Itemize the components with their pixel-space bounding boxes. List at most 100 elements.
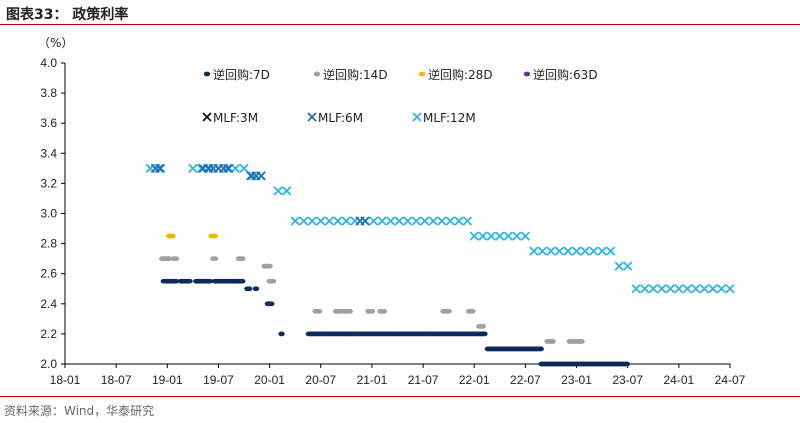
data-point-mlf12 [437, 216, 447, 226]
data-point-mlf6 [155, 163, 166, 173]
data-point-mlf12 [239, 163, 249, 173]
data-point-mlf12 [307, 216, 317, 226]
data-point-mlf12 [299, 216, 309, 226]
legend-label-rr28: 逆回购:28D [428, 67, 493, 82]
legend-marker-rr14 [313, 71, 321, 77]
data-point-mlf12 [411, 216, 421, 226]
x-tick-label: 20-07 [305, 373, 336, 387]
data-point-mlf12 [403, 216, 413, 226]
legend-marker-rr7 [203, 71, 211, 77]
data-point-mlf12 [230, 163, 241, 173]
data-point-mlf12 [648, 284, 658, 294]
x-tick-label: 23-07 [612, 373, 643, 387]
data-point-rr7 [623, 361, 631, 367]
legend-label-rr14: 逆回购:14D [323, 67, 388, 82]
data-point-mlf12 [462, 216, 473, 226]
legend-label-mlf6: MLF:6M [318, 111, 363, 125]
y-tick-label: 3.8 [40, 86, 57, 100]
legend-marker-rr63 [523, 71, 531, 77]
legend-marker-mlf6 [307, 112, 317, 122]
legend-label-rr7: 逆回购:7D [213, 67, 270, 82]
data-point-mlf12 [386, 216, 396, 226]
data-point-mlf12 [428, 216, 438, 226]
data-point-mlf12 [196, 163, 207, 173]
data-point-rr14 [445, 308, 452, 314]
y-tick-label: 4.0 [40, 56, 57, 70]
x-tick-label: 24-01 [663, 373, 694, 387]
data-point-mlf12 [333, 216, 343, 226]
data-point-rr28 [211, 233, 219, 239]
data-point-mlf12 [469, 231, 479, 241]
data-point-mlf12 [273, 186, 283, 196]
data-point-mlf12 [571, 246, 582, 256]
data-point-mlf12 [247, 171, 258, 181]
y-tick-label: 2.0 [40, 357, 57, 371]
data-point-mlf12 [290, 216, 300, 226]
data-point-mlf12 [341, 216, 351, 226]
y-tick-label: 3.2 [40, 176, 57, 190]
data-point-rr14 [346, 308, 353, 314]
data-point-mlf12 [503, 231, 513, 241]
x-tick-label: 24-07 [715, 373, 746, 387]
x-tick-label: 19-01 [152, 373, 183, 387]
data-point-rr7 [278, 331, 285, 337]
data-point-rr7 [245, 286, 253, 292]
data-point-rr14 [269, 278, 277, 284]
data-point-mlf12 [606, 246, 616, 256]
y-tick-label: 2.6 [40, 267, 57, 281]
data-point-rr14 [578, 339, 585, 344]
data-point-rr7 [481, 331, 488, 337]
data-point-mlf12 [657, 284, 667, 294]
x-tick-label: 21-07 [408, 373, 439, 387]
data-point-mlf12 [665, 284, 675, 294]
data-point-mlf12 [691, 284, 701, 294]
data-point-rr7 [537, 346, 544, 352]
data-point-mlf12 [546, 246, 556, 256]
data-point-mlf12 [154, 163, 164, 173]
data-point-mlf12 [563, 246, 573, 256]
x-tick-label: 18-07 [101, 373, 132, 387]
x-tick-label: 19-07 [203, 373, 234, 387]
data-point-rr14 [549, 339, 556, 344]
data-point-rr14 [266, 263, 273, 269]
data-point-mlf12 [614, 261, 624, 271]
data-point-rr7 [268, 301, 275, 307]
data-point-rr7 [172, 278, 180, 284]
chart-title: 图表33： 政策利率 [6, 7, 129, 23]
x-tick-label: 21-01 [357, 373, 388, 387]
data-point-rr14 [165, 256, 173, 262]
data-point-mlf12 [188, 163, 198, 173]
legend-label-rr63: 逆回购:63D [533, 67, 598, 82]
data-point-mlf12 [674, 284, 684, 294]
data-point-mlf12 [486, 231, 496, 241]
data-point-mlf12 [588, 246, 599, 256]
data-point-rr14 [368, 308, 376, 314]
title-divider [0, 24, 800, 25]
x-tick-label: 20-01 [254, 373, 285, 387]
data-point-mlf6 [256, 171, 266, 181]
data-point-rr7 [186, 278, 193, 284]
data-point-mlf12 [554, 246, 565, 256]
legend-label-mlf3: MLF:3M [213, 111, 258, 125]
data-point-mlf12 [682, 284, 693, 294]
data-point-rr7 [252, 286, 260, 292]
y-tick-label: 3.0 [40, 207, 57, 221]
data-point-mlf12 [454, 216, 464, 226]
data-point-rr14 [380, 308, 388, 314]
legend-marker-mlf12 [412, 112, 422, 122]
x-tick-label: 22-01 [459, 373, 490, 387]
data-point-mlf12 [324, 216, 334, 226]
source-note: 资料来源：Wind，华泰研究 [4, 404, 155, 418]
data-point-mlf12 [316, 216, 326, 226]
data-point-mlf12 [478, 231, 488, 241]
y-tick-label: 2.8 [40, 237, 57, 251]
data-point-rr14 [469, 308, 476, 314]
data-point-mlf12 [222, 163, 232, 173]
data-point-mlf12 [537, 246, 548, 256]
data-point-rr7 [206, 278, 214, 284]
x-tick-label: 23-01 [561, 373, 592, 387]
data-point-mlf12 [282, 186, 292, 196]
data-point-rr7 [239, 278, 246, 284]
data-point-rr14 [172, 256, 180, 262]
policy-rate-chart: 2.0 2.2 2.4 2.6 2.8 3.0 3.2 3.4 3.6 3.8 4.0 （%） 18-0… [38, 36, 746, 387]
